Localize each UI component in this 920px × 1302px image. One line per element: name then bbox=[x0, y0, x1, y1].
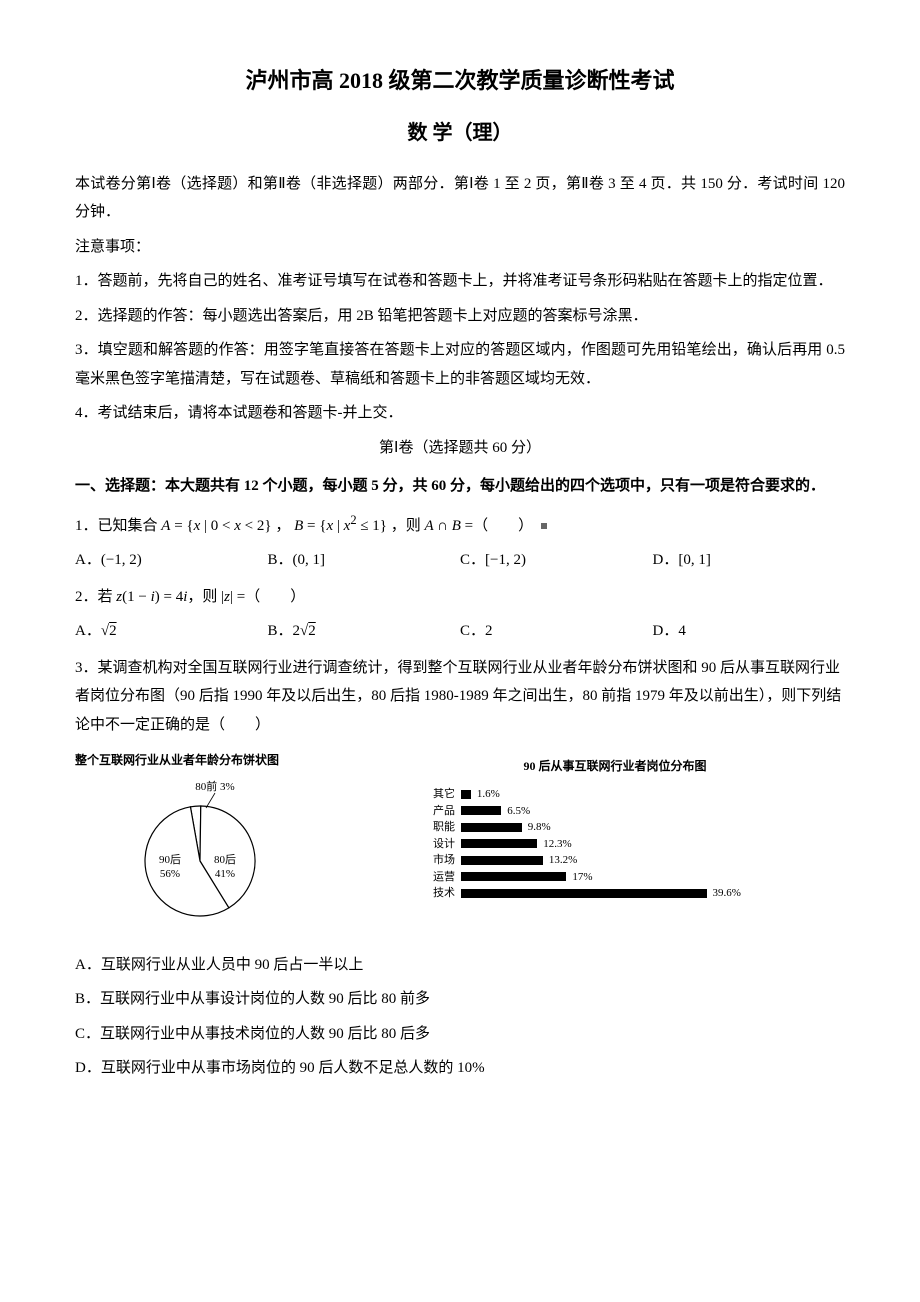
question-3: 3．某调查机构对全国互联网行业进行调查统计，得到整个互联网行业从业者年龄分布饼状… bbox=[75, 654, 845, 740]
bar bbox=[461, 856, 543, 865]
bar bbox=[461, 872, 566, 881]
svg-text:56%: 56% bbox=[160, 868, 180, 880]
bar-chart: 其它 1.6% 产品 6.5% 职能 9.8% 设计 12.3% 市场 13.2% 运营 17% 技术 3… bbox=[425, 786, 805, 902]
intro-paragraph: 本试卷分第Ⅰ卷（选择题）和第Ⅱ卷（非选择题）两部分．第Ⅰ卷 1 至 2 页，第Ⅱ… bbox=[75, 170, 845, 227]
q2-opt-b: B．2√2 bbox=[268, 617, 461, 646]
q1-stem-prefix: 1．已知集合 bbox=[75, 518, 161, 534]
q1-options: A．(−1, 2) B．(0, 1] C．[−1, 2) D．[0, 1] bbox=[75, 546, 845, 575]
bar-value: 17% bbox=[566, 869, 592, 886]
bar-value: 1.6% bbox=[471, 786, 500, 803]
q1-opt-c: C．[−1, 2) bbox=[460, 546, 653, 575]
q3-opt-b: B．互联网行业中从事设计岗位的人数 90 后比 80 前多 bbox=[75, 985, 845, 1014]
bar-row: 运营 17% bbox=[425, 869, 805, 886]
bar-chart-caption: 90 后从事互联网行业者岗位分布图 bbox=[425, 755, 805, 778]
bar-row: 产品 6.5% bbox=[425, 803, 805, 820]
q1-opt-a: A．(−1, 2) bbox=[75, 546, 268, 575]
bar bbox=[461, 839, 537, 848]
q1-set-a: A = {x | 0 < x < 2} bbox=[161, 518, 271, 534]
bar bbox=[461, 889, 707, 898]
bar-value: 6.5% bbox=[501, 803, 530, 820]
q1-opt-b: B．(0, 1] bbox=[268, 546, 461, 575]
bar bbox=[461, 806, 501, 815]
question-1: 1．已知集合 A = {x | 0 < x < 2} ， B = {x | x2… bbox=[75, 509, 845, 541]
section-1-header: 一、选择题：本大题共有 12 个小题，每小题 5 分，共 60 分，每小题给出的… bbox=[75, 472, 845, 501]
q2-opt-a: A．√2 bbox=[75, 617, 268, 646]
bar-label: 产品 bbox=[425, 803, 461, 820]
page-title: 泸州市高 2018 级第二次教学质量诊断性考试 bbox=[75, 60, 845, 102]
q1-expr: A ∩ B bbox=[425, 518, 461, 534]
q2-opt-d: D．4 bbox=[653, 617, 846, 646]
bar-row: 职能 9.8% bbox=[425, 819, 805, 836]
svg-text:80前 3%: 80前 3% bbox=[195, 779, 234, 793]
bar-label: 运营 bbox=[425, 869, 461, 886]
q1-conj2: ，则 bbox=[391, 518, 425, 534]
notice-item-1: 1．答题前，先将自己的姓名、准考证号填写在试卷和答题卡上，并将准考证号条形码粘贴… bbox=[75, 267, 845, 296]
bar-value: 13.2% bbox=[543, 852, 577, 869]
q1-set-b: B = {x | x2 ≤ 1} bbox=[294, 518, 387, 534]
question-2: 2．若 z(1 − i) = 4i，则 |z| =（ ） bbox=[75, 583, 845, 612]
bar-row: 技术 39.6% bbox=[425, 885, 805, 902]
q1-opt-d: D．[0, 1] bbox=[653, 546, 846, 575]
pie-chart: 80前 3% 80后 41% 90后 56% bbox=[75, 776, 325, 926]
notice-item-2: 2．选择题的作答：每小题选出答案后，用 2B 铅笔把答题卡上对应题的答案标号涂黑… bbox=[75, 302, 845, 331]
bar-label: 其它 bbox=[425, 786, 461, 803]
q3-opt-d: D．互联网行业中从事市场岗位的 90 后人数不足总人数的 10% bbox=[75, 1054, 845, 1083]
q1-conj1: ， bbox=[275, 518, 290, 534]
bar-label: 职能 bbox=[425, 819, 461, 836]
cursor-icon bbox=[541, 523, 547, 529]
bar bbox=[461, 790, 471, 799]
bar-label: 市场 bbox=[425, 852, 461, 869]
bar-row: 市场 13.2% bbox=[425, 852, 805, 869]
q1-tail: =（ ） bbox=[465, 518, 533, 534]
q2-options: A．√2 B．2√2 C．2 D．4 bbox=[75, 617, 845, 646]
bar-value: 9.8% bbox=[522, 819, 551, 836]
svg-text:41%: 41% bbox=[215, 868, 235, 880]
q3-opt-c: C．互联网行业中从事技术岗位的人数 90 后比 80 后多 bbox=[75, 1020, 845, 1049]
notice-header: 注意事项： bbox=[75, 233, 845, 262]
q2-opt-c: C．2 bbox=[460, 617, 653, 646]
bar-label: 设计 bbox=[425, 836, 461, 853]
notice-item-3: 3．填空题和解答题的作答：用签字笔直接答在答题卡上对应的答题区域内，作图题可先用… bbox=[75, 336, 845, 393]
bar bbox=[461, 823, 522, 832]
svg-text:80后: 80后 bbox=[214, 853, 236, 866]
bar-value: 12.3% bbox=[537, 836, 571, 853]
pie-chart-block: 整个互联网行业从业者年龄分布饼状图 80前 3% 80后 41% 90后 56% bbox=[75, 749, 385, 936]
bar-value: 39.6% bbox=[707, 885, 741, 902]
q3-opt-a: A．互联网行业从业人员中 90 后占一半以上 bbox=[75, 951, 845, 980]
bar-chart-block: 90 后从事互联网行业者岗位分布图 其它 1.6% 产品 6.5% 职能 9.8% 设计 12… bbox=[425, 755, 805, 901]
bar-row: 其它 1.6% bbox=[425, 786, 805, 803]
volume-header: 第Ⅰ卷（选择题共 60 分） bbox=[75, 434, 845, 463]
bar-label: 技术 bbox=[425, 885, 461, 902]
bar-row: 设计 12.3% bbox=[425, 836, 805, 853]
pie-chart-caption: 整个互联网行业从业者年龄分布饼状图 bbox=[75, 749, 385, 772]
charts-row: 整个互联网行业从业者年龄分布饼状图 80前 3% 80后 41% 90后 56% 90 … bbox=[75, 749, 845, 936]
page-subtitle: 数 学（理） bbox=[75, 114, 845, 152]
svg-text:90后: 90后 bbox=[159, 853, 181, 866]
notice-item-4: 4．考试结束后，请将本试题卷和答题卡-并上交． bbox=[75, 399, 845, 428]
